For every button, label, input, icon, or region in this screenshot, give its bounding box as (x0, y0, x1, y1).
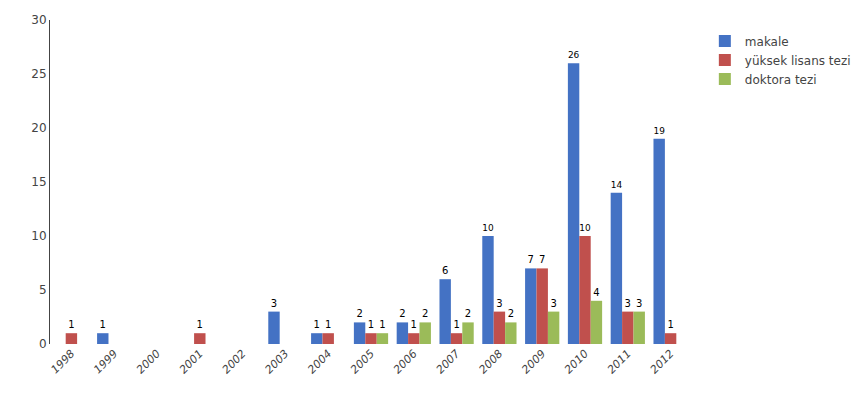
svg-text:2010: 2010 (562, 347, 591, 376)
svg-text:2009: 2009 (519, 347, 548, 376)
svg-text:1: 1 (453, 319, 459, 330)
svg-text:15: 15 (31, 175, 46, 189)
svg-text:25: 25 (31, 67, 46, 81)
svg-text:3: 3 (271, 298, 277, 309)
svg-text:2: 2 (399, 308, 405, 319)
svg-text:1: 1 (667, 319, 673, 330)
svg-text:2007: 2007 (434, 347, 463, 376)
svg-text:1: 1 (68, 319, 74, 330)
svg-text:1: 1 (325, 319, 331, 330)
svg-text:2002: 2002 (220, 347, 249, 376)
svg-text:3: 3 (496, 298, 502, 309)
svg-text:2008: 2008 (476, 347, 505, 376)
svg-text:2003: 2003 (262, 347, 291, 376)
svg-text:14: 14 (611, 180, 623, 190)
svg-text:3: 3 (550, 298, 556, 309)
svg-text:2001: 2001 (177, 347, 206, 376)
svg-text:1: 1 (368, 319, 374, 330)
svg-text:2: 2 (356, 308, 362, 319)
svg-text:1: 1 (314, 319, 320, 330)
svg-text:2000: 2000 (134, 347, 163, 376)
svg-text:yüksek lisans tezi: yüksek lisans tezi (745, 54, 851, 68)
svg-text:2: 2 (422, 308, 428, 319)
svg-text:1: 1 (197, 319, 203, 330)
svg-text:2005: 2005 (348, 347, 377, 376)
svg-text:10: 10 (579, 223, 591, 233)
svg-text:2004: 2004 (305, 347, 334, 376)
svg-text:30: 30 (31, 13, 46, 27)
svg-text:2: 2 (508, 308, 514, 319)
svg-text:7: 7 (539, 254, 545, 265)
svg-text:2: 2 (465, 308, 471, 319)
svg-text:10: 10 (482, 223, 494, 233)
svg-text:makale: makale (745, 35, 789, 49)
svg-text:10: 10 (31, 229, 46, 243)
svg-text:1: 1 (100, 319, 106, 330)
svg-text:19: 19 (653, 126, 665, 136)
svg-text:1: 1 (411, 319, 417, 330)
svg-text:2012: 2012 (648, 347, 677, 376)
svg-text:4: 4 (593, 287, 599, 298)
svg-text:26: 26 (568, 50, 580, 60)
svg-text:1999: 1999 (91, 347, 120, 376)
svg-text:6: 6 (442, 265, 448, 276)
svg-text:doktora tezi: doktora tezi (745, 73, 817, 87)
svg-text:0: 0 (39, 337, 47, 351)
svg-text:1: 1 (379, 319, 385, 330)
svg-text:1998: 1998 (48, 347, 77, 376)
svg-text:2006: 2006 (391, 347, 420, 376)
svg-text:2011: 2011 (605, 347, 634, 376)
svg-text:5: 5 (39, 283, 47, 297)
svg-text:20: 20 (31, 121, 46, 135)
svg-text:3: 3 (625, 298, 631, 309)
svg-text:7: 7 (528, 254, 534, 265)
svg-text:3: 3 (636, 298, 642, 309)
